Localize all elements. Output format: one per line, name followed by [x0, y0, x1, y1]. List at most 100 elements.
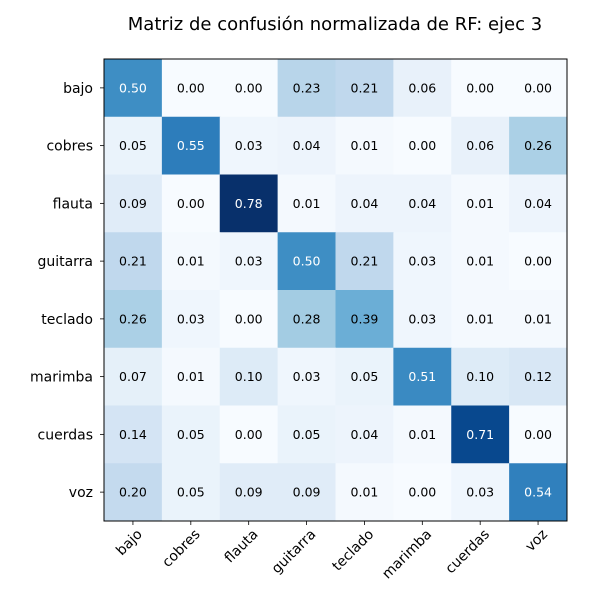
heatmap-cells: [104, 59, 568, 522]
x-tick-label: bajo: [113, 527, 145, 559]
cell-value-label: 0.03: [408, 311, 436, 326]
y-axis: bajo cobres flauta guitarra teclado marimba cu…: [30, 81, 104, 501]
heatmap-cell: [277, 232, 336, 291]
cell-value-label: 0.50: [293, 254, 321, 269]
heatmap-cell: [277, 463, 336, 522]
heatmap-cell: [335, 405, 394, 464]
y-tick-label: marimba: [30, 370, 93, 386]
cell-value-label: 0.00: [235, 80, 263, 95]
cell-value-label: 0.01: [177, 254, 205, 269]
cell-value-label: 0.09: [119, 196, 147, 211]
heatmap-cell: [219, 116, 279, 175]
x-axis: bajo cobres flauta guitarra teclado marimba cu…: [113, 521, 551, 582]
cell-value-label: 0.00: [177, 196, 205, 211]
heatmap-cell: [509, 232, 568, 291]
cell-value-label: 0.01: [177, 369, 205, 384]
heatmap-cell: [219, 59, 279, 118]
cell-value-label: 0.05: [177, 485, 205, 500]
cell-value-label: 0.50: [119, 80, 147, 95]
heatmap-cell: [393, 405, 452, 464]
cell-value-label: 0.00: [524, 254, 552, 269]
cell-value-label: 0.06: [408, 80, 436, 95]
heatmap-cell: [104, 405, 163, 464]
cell-value-label: 0.21: [119, 254, 147, 269]
cell-value-label: 0.14: [119, 427, 147, 442]
cell-value-label: 0.01: [408, 427, 436, 442]
heatmap-cell: [277, 116, 336, 175]
cell-value-label: 0.26: [119, 311, 147, 326]
heatmap-cell: [451, 174, 510, 233]
heatmap-cell: [393, 463, 452, 522]
heatmap-cell: [509, 59, 568, 118]
heatmap-cell: [219, 290, 279, 349]
heatmap-cell: [335, 463, 394, 522]
cell-value-label: 0.07: [119, 369, 147, 384]
heatmap-cell: [277, 347, 336, 406]
heatmap-cell: [219, 232, 279, 291]
x-tick-label: flauta: [222, 527, 262, 567]
cell-value-label: 0.03: [466, 485, 494, 500]
heatmap-cell: [509, 347, 568, 406]
cell-value-label: 0.06: [466, 138, 494, 153]
heatmap-cell: [335, 59, 394, 118]
cell-value-label: 0.00: [235, 311, 263, 326]
y-tick-label: cobres: [46, 139, 93, 155]
heatmap-cell: [161, 174, 221, 233]
cell-value-label: 0.28: [293, 311, 321, 326]
heatmap-cell: [393, 232, 452, 291]
cell-value-label: 0.00: [466, 80, 494, 95]
heatmap-cell: [104, 232, 163, 291]
heatmap-cell: [219, 405, 279, 464]
cell-value-label: 0.09: [235, 485, 263, 500]
cell-value-label: 0.03: [408, 254, 436, 269]
heatmap-cell: [335, 174, 394, 233]
y-tick-label: cuerdas: [38, 427, 93, 443]
heatmap-cell: [277, 290, 336, 349]
heatmap-cell: [161, 232, 221, 291]
heatmap-cell: [509, 116, 568, 175]
cell-value-label: 0.04: [408, 196, 436, 211]
chart-title: Matriz de confusión normalizada de RF: e…: [128, 14, 542, 35]
cell-value-label: 0.39: [351, 311, 379, 326]
heatmap-cell: [335, 347, 394, 406]
x-tick-label: guitarra: [269, 527, 320, 578]
heatmap-cell: [104, 116, 163, 175]
heatmap-cell: [451, 116, 510, 175]
plot-frame: [103, 58, 568, 522]
heatmap-cell: [219, 463, 279, 522]
heatmap-cell: [277, 405, 336, 464]
heatmap-cell: [509, 174, 568, 233]
heatmap-cell: [161, 116, 221, 175]
cell-value-label: 0.00: [524, 80, 552, 95]
x-tick-label: cuerdas: [442, 527, 493, 578]
heatmap-cell: [393, 347, 452, 406]
cell-value-label: 0.21: [351, 254, 379, 269]
cell-value-label: 0.09: [293, 485, 321, 500]
cell-value-label: 0.54: [524, 485, 552, 500]
cell-value-label: 0.01: [293, 196, 321, 211]
heatmap-cell: [104, 59, 163, 118]
cell-value-label: 0.05: [177, 427, 205, 442]
cell-value-label: 0.01: [466, 254, 494, 269]
cell-value-label: 0.04: [524, 196, 552, 211]
heatmap-cell: [393, 174, 452, 233]
y-tick-label: teclado: [41, 312, 93, 328]
cell-value-label: 0.00: [408, 485, 436, 500]
cell-value-label: 0.00: [235, 427, 263, 442]
cell-value-label: 0.01: [524, 311, 552, 326]
heatmap-cell: [219, 174, 279, 233]
heatmap-cell: [277, 174, 336, 233]
cell-value-label: 0.03: [177, 311, 205, 326]
cell-value-label: 0.03: [235, 138, 263, 153]
heatmap-cell: [509, 290, 568, 349]
heatmap-cell: [161, 405, 221, 464]
cell-value-label: 0.04: [293, 138, 321, 153]
heatmap-cell-labels: 0.50 0.00 0.00 0.23 0.21 0.06 0.00 0.00 0.05 0.55…: [119, 80, 552, 499]
cell-value-label: 0.10: [235, 369, 263, 384]
heatmap-cell: [161, 347, 221, 406]
cell-value-label: 0.12: [524, 369, 552, 384]
heatmap-cell: [451, 405, 510, 464]
cell-value-label: 0.78: [235, 196, 263, 211]
cell-value-label: 0.26: [524, 138, 552, 153]
